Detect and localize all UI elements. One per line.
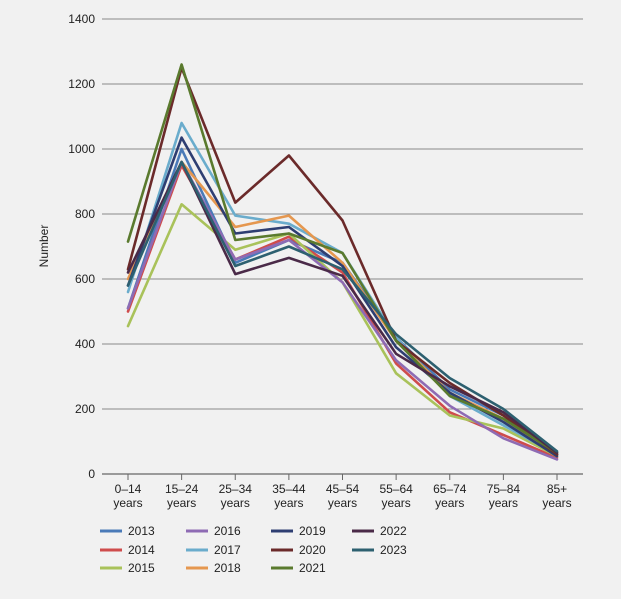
legend-label: 2021	[299, 561, 326, 575]
x-tick-label: years	[167, 496, 196, 510]
y-tick-label: 400	[75, 337, 95, 351]
legend-item-2022: 2022	[352, 524, 407, 538]
legend-item-2018: 2018	[186, 561, 241, 575]
legend-item-2015: 2015	[100, 561, 155, 575]
legend-label: 2017	[214, 543, 241, 557]
y-tick-label: 200	[75, 402, 95, 416]
y-axis-title: Number	[37, 225, 51, 268]
y-tick-label: 1200	[68, 77, 95, 91]
x-tick-label: years	[542, 496, 571, 510]
y-tick-label: 1000	[68, 142, 95, 156]
series-line-2021	[126, 63, 559, 455]
legend-label: 2016	[214, 524, 241, 538]
legend-item-2020: 2020	[271, 543, 326, 557]
legend: 2013 2014 2015 2016 2017 2018 2019 2020 2021 2022…	[100, 524, 407, 575]
series-line-2023	[126, 160, 559, 453]
x-tick-label: 55–64	[379, 482, 413, 496]
legend-label: 2020	[299, 543, 326, 557]
x-tick-label: years	[328, 496, 357, 510]
y-tick-label: 600	[75, 272, 95, 286]
x-tick-label: years	[274, 496, 303, 510]
x-tick-label: 65–74	[433, 482, 467, 496]
legend-item-2014: 2014	[100, 543, 155, 557]
legend-label: 2015	[128, 561, 155, 575]
x-tick-label: 85+	[547, 482, 567, 496]
legend-item-2023: 2023	[352, 543, 407, 557]
legend-label: 2013	[128, 524, 155, 538]
x-tick-label: 35–44	[272, 482, 306, 496]
x-tick-label: 45–54	[326, 482, 360, 496]
x-tick-label: years	[221, 496, 250, 510]
legend-item-2016: 2016	[186, 524, 241, 538]
legend-label: 2019	[299, 524, 326, 538]
y-tick-label: 1400	[68, 12, 95, 26]
x-tick-label: 0–14	[115, 482, 142, 496]
legend-item-2017: 2017	[186, 543, 241, 557]
x-tick-label: 25–34	[219, 482, 253, 496]
legend-item-2019: 2019	[271, 524, 326, 538]
x-tick-label: years	[435, 496, 464, 510]
x-tick-label: years	[381, 496, 410, 510]
x-tick-label: years	[489, 496, 518, 510]
x-axis-ticks: 0–14years15–24years25–34years35–44years4…	[113, 474, 572, 510]
x-tick-label: 75–84	[487, 482, 521, 496]
x-tick-label: years	[113, 496, 142, 510]
y-axis-ticks: 0 200 400 600 800 1000 1200 1400	[68, 12, 95, 481]
x-tick-label: 15–24	[165, 482, 199, 496]
legend-label: 2014	[128, 543, 155, 557]
y-tick-label: 800	[75, 207, 95, 221]
legend-item-2021: 2021	[271, 561, 326, 575]
series-lines	[126, 63, 559, 461]
legend-label: 2022	[380, 524, 407, 538]
legend-label: 2018	[214, 561, 241, 575]
legend-label: 2023	[380, 543, 407, 557]
legend-item-2013: 2013	[100, 524, 155, 538]
y-tick-label: 0	[88, 467, 95, 481]
